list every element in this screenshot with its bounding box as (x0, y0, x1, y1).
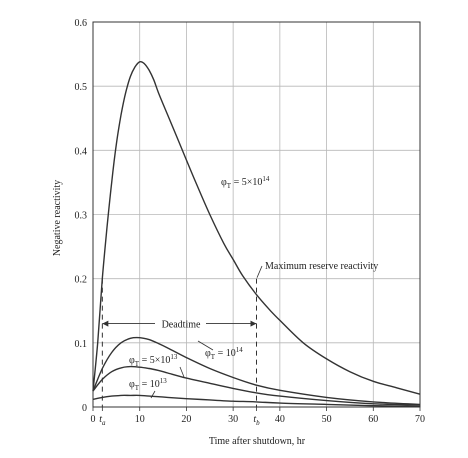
x-tick-label: 50 (322, 414, 332, 425)
y-tick-label: 0.1 (75, 339, 88, 350)
series-label-phi-5e13: φT​ = 5×1013​ (129, 353, 178, 368)
chart-series (92, 60, 421, 408)
x-axis-title: Time after shutdown, hr (209, 436, 306, 447)
series-label-phi-1e13: φT​ = 1013​ (129, 377, 167, 392)
deadtime-arrow-left (102, 320, 109, 327)
y-axis-title: Negative reactivity (52, 180, 63, 256)
leader-line (150, 390, 156, 399)
x-tick-label: tb​ (253, 414, 260, 427)
series-label-phi-5e14: φT​ = 5×1014​ (221, 175, 270, 190)
series-line-phi-5e13 (92, 365, 421, 406)
leader-line (197, 340, 214, 351)
reference-line-label: Maximum reserve reactivity (265, 261, 378, 272)
y-tick-label: 0.3 (75, 211, 88, 222)
x-tick-label: 0 (91, 414, 96, 425)
y-tick-label: 0.2 (75, 275, 88, 286)
x-tick-label: 30 (228, 414, 238, 425)
deadtime-label: Deadtime (162, 320, 201, 331)
series-label-phi-1e14: φT​ = 1014​ (205, 346, 243, 361)
series-line-phi-5e14 (92, 60, 421, 395)
x-tick-label: 70 (415, 414, 425, 425)
x-tick-label: 40 (275, 414, 285, 425)
x-tick-label: 10 (135, 414, 145, 425)
deadtime-arrow-right (250, 320, 257, 327)
series-line-phi-1e14 (92, 336, 421, 406)
y-tick-label: 0.5 (75, 82, 88, 93)
x-tick-label: ta​ (99, 414, 106, 427)
reference-leader (256, 265, 263, 278)
y-tick-label: 0 (82, 403, 87, 414)
chart-grid (93, 22, 420, 407)
y-tick-label: 0.4 (75, 146, 88, 157)
series-line-phi-1e13 (92, 394, 421, 408)
chart-annotations: φT​ = 5×1014​ φT​ = 1014​ φT​ = 5×1013​ φT​… (101, 175, 378, 407)
x-tick-label: 20 (181, 414, 191, 425)
x-tick-label: 60 (368, 414, 378, 425)
leader-line (179, 366, 185, 378)
y-tick-label: 0.6 (75, 18, 88, 29)
